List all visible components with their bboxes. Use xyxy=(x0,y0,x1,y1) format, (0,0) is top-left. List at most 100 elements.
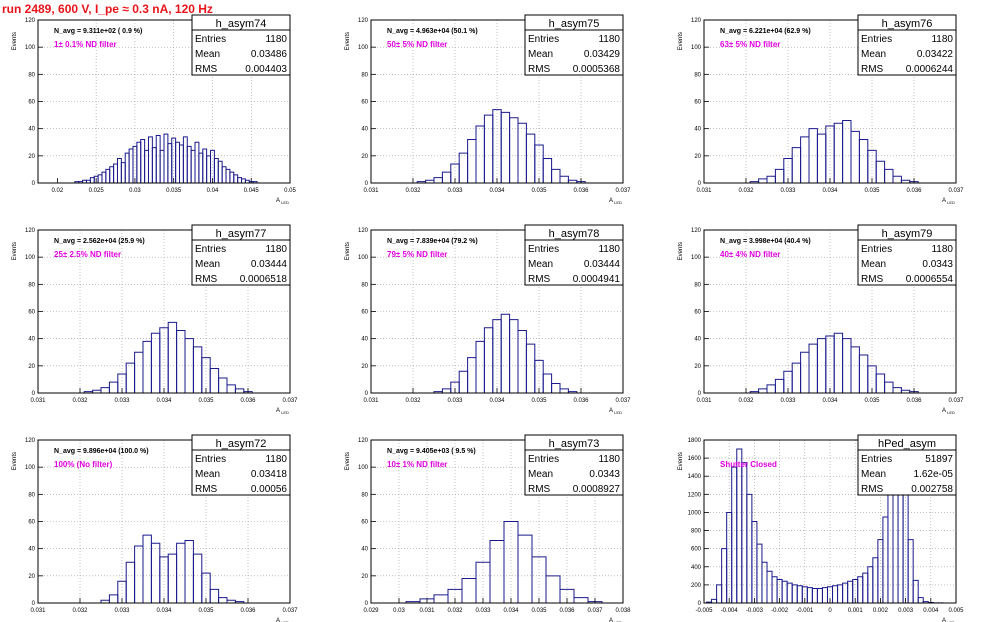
x-tick-label: 0.029 xyxy=(363,608,379,614)
histogram-bin xyxy=(125,362,136,393)
histogram-bin xyxy=(217,160,223,183)
stats-value: 0.03444 xyxy=(251,259,288,270)
stats-value: 1180 xyxy=(265,244,287,255)
histogram-bin xyxy=(509,117,519,183)
histogram-bin xyxy=(912,579,919,603)
histogram-bin xyxy=(875,160,886,183)
x-tick-label: 0.035 xyxy=(531,608,547,614)
y-tick-label: 400 xyxy=(691,565,702,571)
histogram-name: h_asym75 xyxy=(549,18,600,30)
histogram-bin xyxy=(517,330,527,393)
histogram-bin xyxy=(433,177,443,183)
histogram-bin xyxy=(791,584,798,603)
histogram-bin xyxy=(89,177,95,183)
histogram-bin xyxy=(774,168,785,183)
y-tick-label: 0 xyxy=(365,601,369,607)
histogram-bin xyxy=(229,171,235,183)
y-tick-label: 40 xyxy=(694,127,701,133)
histogram-bin xyxy=(858,354,869,393)
y-tick-label: 120 xyxy=(358,18,369,24)
x-tick-label: 0.003 xyxy=(898,608,914,614)
y-tick-label: 0 xyxy=(698,601,702,607)
histogram-bin xyxy=(517,122,527,183)
histogram-bin xyxy=(892,387,902,393)
x-tick-label: 0.032 xyxy=(72,608,88,614)
histogram-name: h_asym78 xyxy=(549,228,600,240)
x-tick-label: 0.032 xyxy=(72,398,88,404)
histogram-bin xyxy=(202,148,208,183)
histogram-bin xyxy=(842,120,852,183)
histogram-panel-h_asym77: 0.031 0.032 0.033 0.034 0.035 0.036 0.037 0 20 40… xyxy=(12,224,298,415)
y-tick-label: 60 xyxy=(361,100,368,106)
x-tick-label: 0.033 xyxy=(447,188,463,194)
x-tick-label: 0.02 xyxy=(52,188,64,194)
histogram-bin xyxy=(811,588,818,603)
stats-label: Entries xyxy=(528,454,559,465)
histogram-bin xyxy=(252,181,258,183)
stats-box xyxy=(524,14,624,76)
y-tick-label: 20 xyxy=(694,364,701,370)
histogram-bin xyxy=(433,594,449,603)
histogram-bin xyxy=(142,340,152,393)
histogram-bin xyxy=(175,141,181,183)
histogram-bin xyxy=(209,368,220,393)
histogram-bin xyxy=(192,346,203,393)
histogram-bin xyxy=(150,542,161,603)
navg-label: N_avg = 7.839e+04 (79.2 %) xyxy=(387,238,478,245)
histogram-bin xyxy=(184,338,194,393)
histogram-bin xyxy=(500,111,511,183)
histogram-bin xyxy=(155,134,161,183)
histogram-panel-h_asym75: 0.031 0.032 0.033 0.034 0.035 0.036 0.037 0 20 40… xyxy=(345,14,631,205)
x-tick-label: 0.037 xyxy=(615,398,631,404)
histogram-bin xyxy=(176,330,186,393)
x-tick-label: 0.035 xyxy=(531,188,547,194)
navg-label: N_avg = 9.311e+02 ( 0.9 %) xyxy=(54,28,142,35)
histogram-bin xyxy=(758,388,768,393)
x-tick-label: -0.003 xyxy=(746,608,764,614)
histogram-bin xyxy=(850,346,860,393)
y-tick-label: 20 xyxy=(28,364,35,370)
stats-label: Mean xyxy=(861,469,886,480)
histogram-bin xyxy=(167,143,173,183)
x-tick-label: 0 xyxy=(828,608,832,614)
histogram-bin xyxy=(525,343,536,393)
histogram-bin xyxy=(525,133,536,183)
histogram-bin xyxy=(781,580,788,603)
histogram-bin xyxy=(163,133,169,183)
x-tick-label: 0.036 xyxy=(240,608,256,614)
stats-value: 1180 xyxy=(598,244,620,255)
x-tick-label: 0.032 xyxy=(738,188,754,194)
x-tick-label: 0.001 xyxy=(848,608,864,614)
stats-value: 0.0004941 xyxy=(573,274,621,285)
navg-label: N_avg = 4.963e+04 (50.1 %) xyxy=(387,28,478,35)
stats-box xyxy=(857,434,957,496)
y-tick-label: 800 xyxy=(691,529,702,535)
x-tick-label: 0.037 xyxy=(615,188,631,194)
y-tick-label: 80 xyxy=(28,492,35,498)
x-tick-label: 0.037 xyxy=(282,608,298,614)
x-axis-title: A LED xyxy=(609,198,622,205)
histogram-bin xyxy=(542,158,553,183)
stats-box xyxy=(191,434,291,496)
y-tick-label: 40 xyxy=(28,547,35,553)
x-tick-label: 0.036 xyxy=(240,398,256,404)
histogram-bin xyxy=(567,391,578,393)
histogram-bin xyxy=(731,466,738,603)
x-tick-label: 0.034 xyxy=(489,188,505,194)
stats-label: Entries xyxy=(195,454,226,465)
x-axis-title: A LED xyxy=(276,618,289,622)
x-axis-title: A LED xyxy=(942,618,955,622)
x-tick-label: 0.035 xyxy=(864,188,880,194)
x-tick-label: 0.037 xyxy=(948,398,964,404)
histogram-panel-h_asym72: 0.031 0.032 0.033 0.034 0.035 0.036 0.037 0 20 40… xyxy=(12,434,298,622)
y-tick-label: 100 xyxy=(25,255,36,261)
histogram-bin xyxy=(461,578,477,603)
x-tick-label: 0.036 xyxy=(573,188,589,194)
y-tick-label: 60 xyxy=(28,100,35,106)
stats-label: Mean xyxy=(195,49,220,60)
x-tick-label: 0.002 xyxy=(873,608,889,614)
histogram-bin xyxy=(816,588,823,603)
x-tick-label: 0.031 xyxy=(30,398,46,404)
histogram-bin xyxy=(475,340,485,393)
histogram-bin xyxy=(517,534,533,603)
